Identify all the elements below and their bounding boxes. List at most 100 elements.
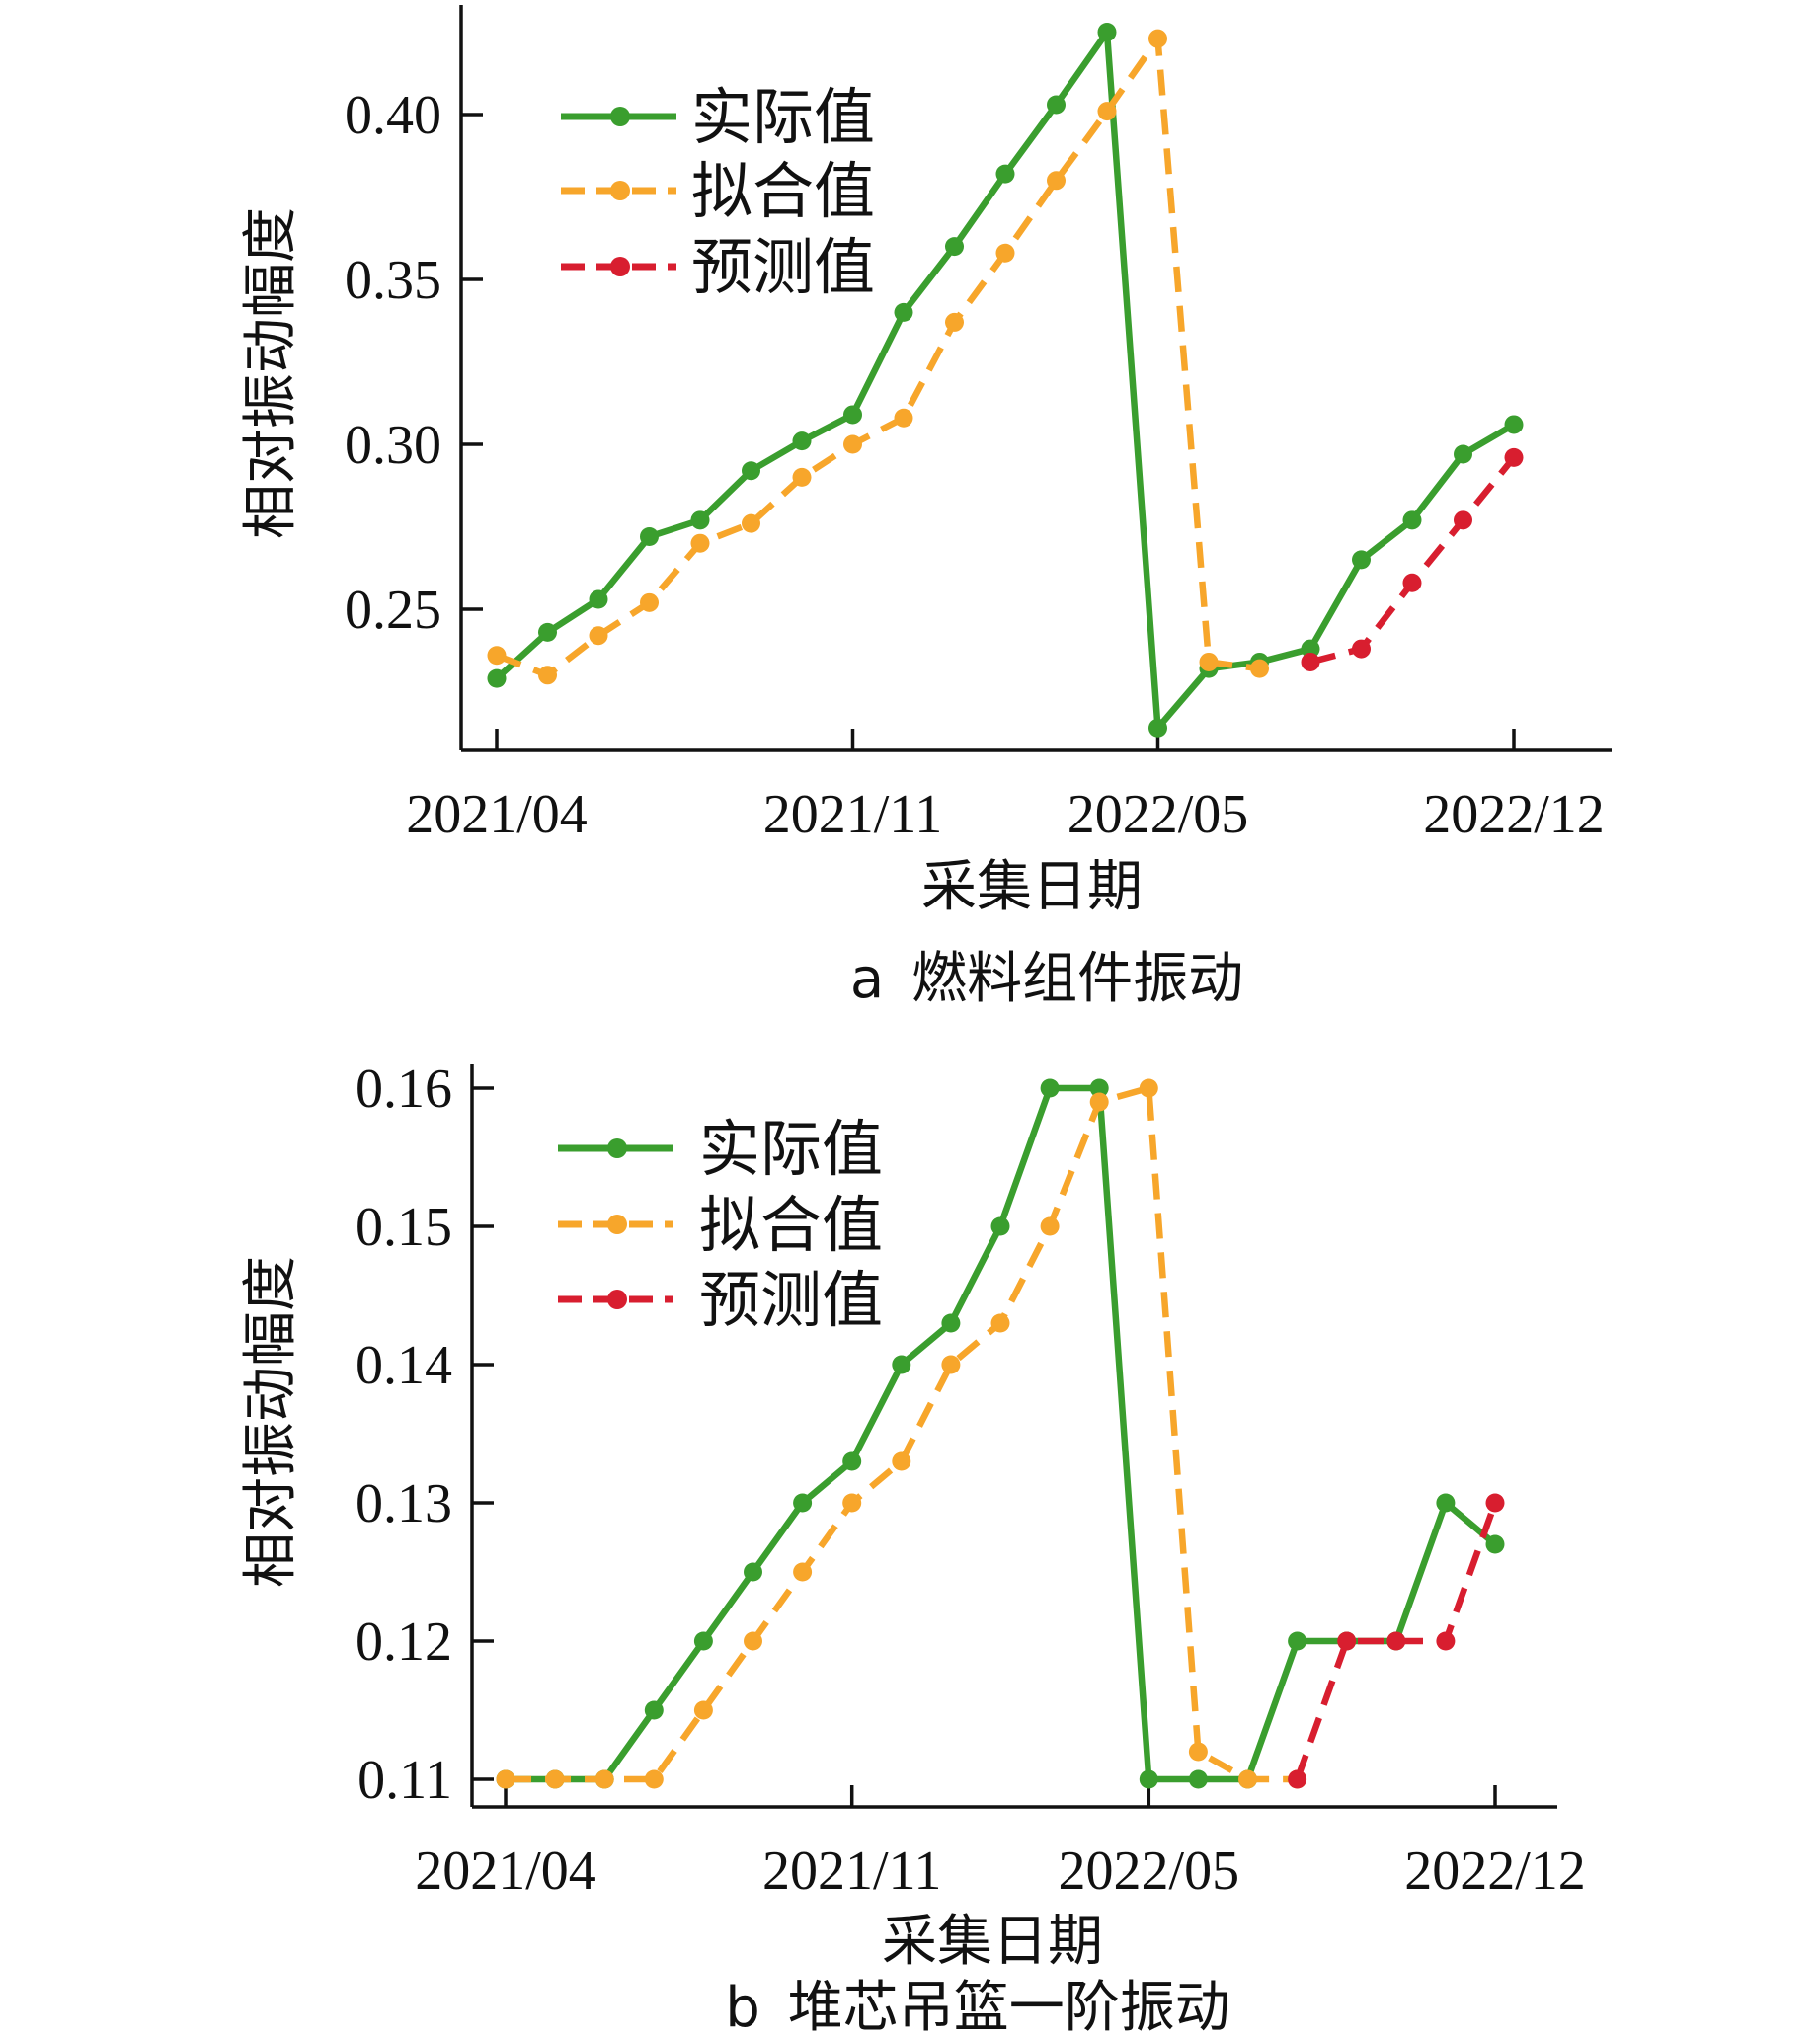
panel-b-series-fitted-point [744,1631,762,1651]
panel-a-legend-fitted: 拟合值 [561,155,875,227]
panel-b-series-actual-point [1089,1078,1109,1098]
panel-a-legend-predicted: 预测值 [561,231,875,303]
panel-a-series-actual-point [487,668,507,688]
panel-b-series-predicted-point [1337,1631,1357,1651]
panel-a-series-actual-point [843,405,862,425]
panel-b-caption-letter: b [725,1976,760,2039]
panel-b-caption-text: 堆芯吊篮一阶振动 [788,1976,1230,2039]
panel-a-caption: a 燃料组件振动 [850,947,1243,1011]
panel-b-series-actual-point [842,1451,862,1471]
panel-b-series-fitted-point [1040,1216,1060,1236]
panel-a-series-actual-point [792,431,812,451]
panel-a-series-actual-point [1047,95,1066,115]
panel-a-series-actual-point [1402,510,1422,530]
panel-b-legend-actual: 实际值 [558,1113,883,1185]
panel-b-x-tick-label: 2021/04 [415,1841,596,1902]
panel-a-y-tick-label: 0.35 [345,250,441,311]
panel-b-series-fitted-point [990,1313,1010,1333]
panel-b-legend-fitted-label: 拟合值 [699,1189,883,1261]
panel-a-series-predicted-point [1301,652,1320,671]
panel-a-series-fitted-point [742,513,760,533]
panel-b: 0.110.120.130.140.150.16 2021/04 2021/11 2… [239,1059,1586,2039]
panel-b-series-actual-point [892,1355,911,1374]
panel-a-series-fitted-point [1250,659,1269,678]
panel-b-x-tick-label: 2022/05 [1059,1841,1240,1902]
panel-b-y-tick-label: 0.11 [357,1750,452,1811]
panel-b-series-actual-point [744,1562,762,1582]
panel-a-series-actual-point [1148,718,1167,738]
panel-a-series-fitted-point [1047,171,1066,191]
panel-a-series-actual-point [538,622,557,642]
panel-b-x-axis-title: 采集日期 [882,1910,1103,1974]
panel-a-series-fitted-point [894,408,913,428]
panel-a-series-fitted-point [1097,102,1117,121]
panel-a-series-fitted-point [1199,652,1219,671]
panel-a-x-tick-label: 2021/11 [763,784,942,845]
panel-b-series-actual-line [506,1084,1498,1783]
panel-b-y-tick-label: 0.13 [356,1473,452,1534]
panel-a-series-actual-point [1097,23,1117,41]
panel-a-series-predicted-point [1504,447,1524,467]
panel-a-x-axis-title: 采集日期 [921,855,1143,919]
panel-b-series-fitted-point [941,1355,961,1374]
panel-a-series-fitted-point [843,434,862,454]
panel-b-series [496,1078,1505,1789]
panel-b-series-actual-point [644,1700,664,1720]
panel-b-series-fitted-point [842,1493,862,1513]
panel-a-legend-actual: 实际值 [561,81,875,153]
panel-b-series-fitted-point [644,1769,664,1789]
panel-a-legend: 实际值 拟合值 预测值 [561,81,875,303]
panel-b-series-actual-point [1139,1769,1158,1789]
panel-a-series-fitted-point [640,592,659,612]
panel-b-series-fitted-point [1089,1092,1109,1112]
panel-b-series-fitted-point [1238,1769,1257,1789]
panel-b-caption: b 堆芯吊篮一阶振动 [725,1976,1230,2039]
panel-a-x-tick-label: 2022/12 [1423,784,1605,845]
panel-a: 0.250.300.350.40 2021/04 2021/11 2022/05 20… [239,5,1612,1011]
panel-a-series-fitted-point [690,533,710,553]
panel-b-x-ticks: 2021/04 2021/11 2022/05 2022/12 [415,1785,1586,1902]
panel-b-series-predicted-point [1436,1631,1456,1651]
panel-b-series-fitted-point [496,1769,515,1789]
panel-a-y-ticks: 0.25 0.30 0.35 0.40 [345,85,483,641]
panel-b-series-actual-point [1188,1769,1208,1789]
panel-a-legend-fitted-label: 拟合值 [691,155,875,227]
panel-a-series-actual-point [1352,550,1371,570]
panel-a-y-tick-label: 0.25 [345,580,441,641]
panel-a-caption-letter: a [850,947,884,1011]
panel-b-series-actual-point [941,1313,961,1333]
panel-a-series-fitted-point [995,243,1015,263]
panel-a-series-fitted-line [495,35,1260,679]
panel-a-x-ticks: 2021/04 2021/11 2022/05 2022/12 [406,729,1605,845]
panel-b-x-tick-label: 2022/12 [1404,1841,1586,1902]
panel-b-legend-fitted: 拟合值 [558,1189,883,1261]
panel-b-series-fitted-point [1139,1078,1158,1098]
panel-b-series-fitted-point [594,1769,614,1789]
panel-b-series-predicted-line [1294,1501,1499,1781]
panel-a-series-actual-point [1454,444,1472,464]
panel-a-series-fitted-point [945,312,964,332]
panel-b-series-actual-point [1040,1078,1060,1098]
panel-b-series-predicted-point [1288,1769,1307,1789]
panel-a-series-actual-point [945,237,964,257]
panel-b-series-fitted-point [1188,1742,1208,1762]
panel-a-series-actual-point [894,302,913,322]
panel-a-legend-predicted-label: 预测值 [691,231,875,303]
panel-b-series-fitted-point [545,1769,565,1789]
panel-a-series-fitted-point [538,666,557,685]
panel-b-series-actual-point [693,1631,713,1651]
panel-a-series-predicted-point [1352,639,1371,659]
panel-b-series-predicted-point [1386,1631,1406,1651]
panel-b-y-tick-label: 0.16 [356,1059,452,1120]
panel-b-series-fitted-point [693,1700,713,1720]
panel-a-series-fitted-point [589,626,608,646]
panel-b-series-actual-point [1436,1493,1456,1513]
panel-b-series-fitted-point [892,1451,911,1471]
panel-b-series-actual-point [990,1216,1010,1236]
panel-a-x-tick-label: 2022/05 [1068,784,1249,845]
panel-b-series-fitted-point [793,1562,813,1582]
panel-b-y-ticks: 0.11 0.12 0.13 0.14 0.15 0.16 [356,1059,494,1811]
panel-a-y-tick-label: 0.30 [345,415,441,476]
panel-b-y-axis-title: 相对振动幅度 [239,1256,303,1588]
